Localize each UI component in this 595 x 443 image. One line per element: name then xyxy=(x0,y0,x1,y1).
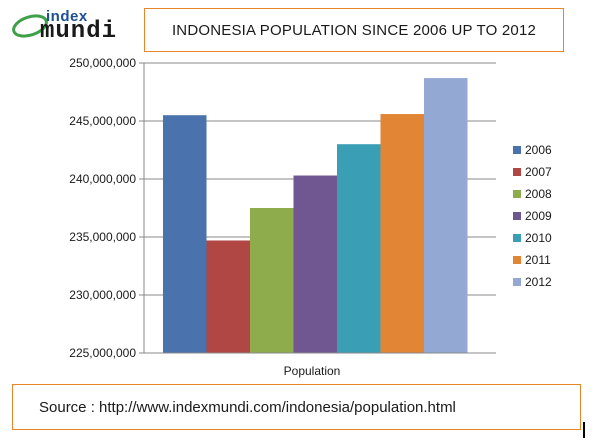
legend-label: 2009 xyxy=(525,209,552,223)
legend-label: 2007 xyxy=(525,165,552,179)
legend-swatch xyxy=(513,212,521,220)
bar-2011 xyxy=(380,114,424,353)
logo-text-index: index xyxy=(46,8,88,25)
bar-2009 xyxy=(293,175,337,353)
bars xyxy=(163,78,468,353)
bar-2012 xyxy=(424,78,468,353)
y-tick-labels: 225,000,000 230,000,000 235,000,000 240,000… xyxy=(69,56,136,360)
y-tick-label: 250,000,000 xyxy=(69,56,136,70)
y-tick-label: 245,000,000 xyxy=(69,114,136,128)
legend-label: 2006 xyxy=(525,143,552,157)
y-tick-label: 225,000,000 xyxy=(69,346,136,360)
chart-title: INDONESIA POPULATION SINCE 2006 UP TO 20… xyxy=(171,21,537,39)
legend-swatch xyxy=(513,146,521,154)
legend-label: 2008 xyxy=(525,187,552,201)
legend-label: 2012 xyxy=(525,275,552,289)
legend-swatch xyxy=(513,190,521,198)
axes xyxy=(143,63,496,354)
source-box: Source : http://www.indexmundi.com/indon… xyxy=(12,384,581,430)
legend-swatch xyxy=(513,278,521,286)
legend-label: 2010 xyxy=(525,231,552,245)
y-tick-label: 235,000,000 xyxy=(69,230,136,244)
indexmundi-logo: index mundi xyxy=(10,6,140,46)
y-tick-label: 240,000,000 xyxy=(69,172,136,186)
legend-swatch xyxy=(513,256,521,264)
legend-label: 2011 xyxy=(525,253,551,267)
chart-title-box: INDONESIA POPULATION SINCE 2006 UP TO 20… xyxy=(144,8,564,52)
legend: 2006 2007 2008 2009 2010 2011 2012 xyxy=(513,143,552,289)
x-category-label: Population xyxy=(284,364,341,378)
bar-2006 xyxy=(163,115,207,353)
source-link[interactable]: Source : http://www.indexmundi.com/indon… xyxy=(39,398,456,416)
y-tick-label: 230,000,000 xyxy=(69,288,136,302)
bar-2008 xyxy=(250,208,294,353)
logo-text-mundi: mundi xyxy=(40,18,118,45)
legend-swatch xyxy=(513,168,521,176)
legend-swatch xyxy=(513,234,521,242)
logo-swoosh-icon xyxy=(12,14,48,38)
bar-2010 xyxy=(337,144,381,353)
edge-marker xyxy=(583,422,585,438)
bar-2007 xyxy=(206,240,250,353)
